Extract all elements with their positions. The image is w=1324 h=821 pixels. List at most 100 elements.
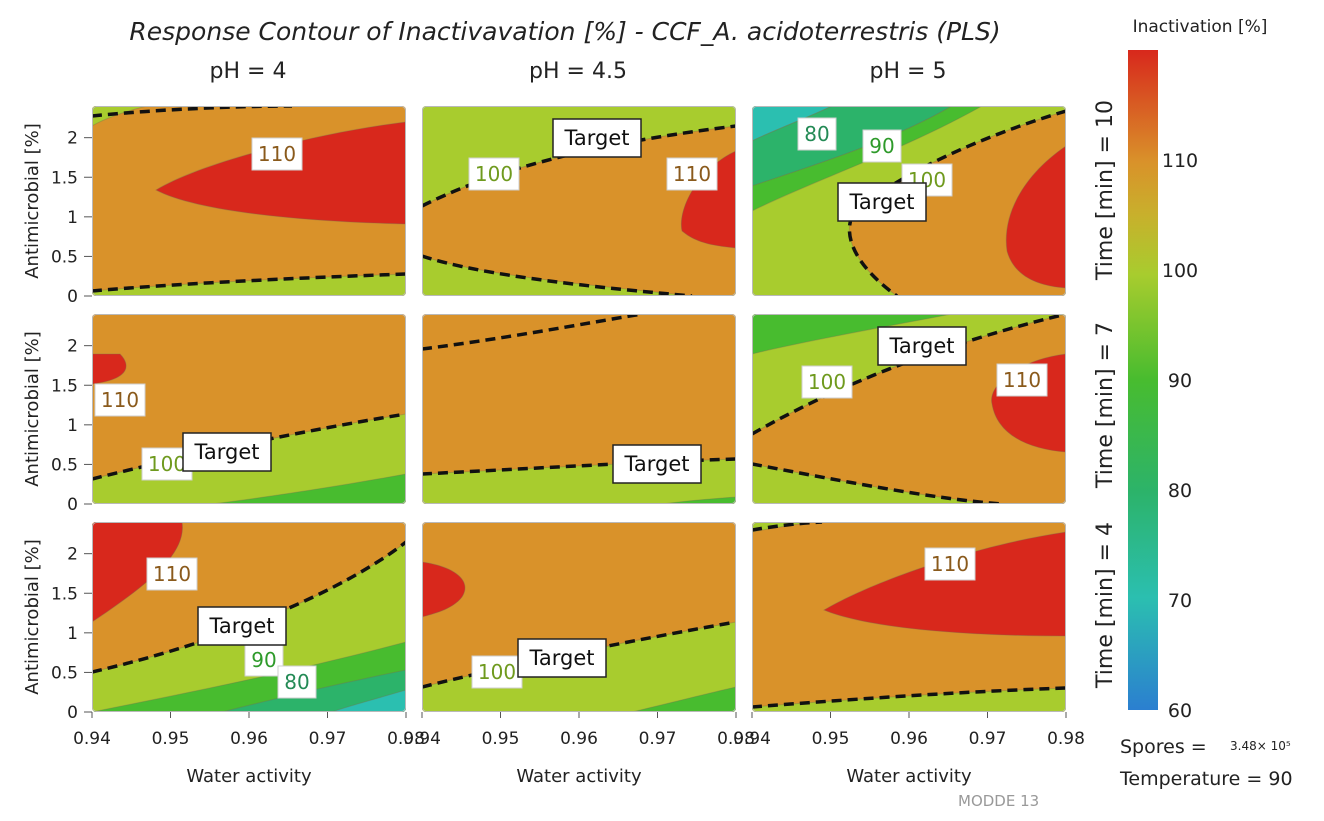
contour-level-label: 80 bbox=[277, 665, 317, 699]
contour-panel-r1-c2: 100 110 Target bbox=[752, 314, 1066, 504]
colorbar-tick-label: 110 bbox=[1162, 150, 1198, 172]
x-tick-label: 0.96 bbox=[560, 729, 598, 749]
colorbar-tick-label: 70 bbox=[1168, 590, 1192, 612]
colorbar-ticks: 60 70 80 90 100 110 bbox=[1162, 150, 1198, 722]
contour-region bbox=[154, 121, 406, 225]
row-title-time10: Time [min] = 10 bbox=[1093, 100, 1118, 281]
x-tick-label: 0.95 bbox=[812, 729, 850, 749]
contour-level-label: 90 bbox=[244, 643, 284, 677]
x-axis-label: Water activity bbox=[186, 766, 312, 787]
colorbar-tick-label: 100 bbox=[1162, 260, 1198, 282]
panel-frame bbox=[92, 522, 406, 712]
svg-text:80: 80 bbox=[284, 670, 309, 694]
svg-text:Target: Target bbox=[624, 452, 690, 476]
svg-text:110: 110 bbox=[101, 388, 139, 412]
y-tick-label: 1 bbox=[67, 624, 78, 644]
contour-region bbox=[422, 561, 466, 618]
contour-region bbox=[752, 314, 953, 355]
colorbar-tick-label: 80 bbox=[1168, 480, 1192, 502]
target-label: Target bbox=[837, 182, 927, 222]
contour-region bbox=[752, 687, 1066, 712]
y-tick-label: 2 bbox=[67, 337, 78, 357]
target-boundary-line bbox=[422, 314, 643, 351]
target-boundary-line bbox=[422, 124, 736, 208]
y-tick-label: 1.5 bbox=[51, 168, 78, 188]
y-tick-label: 0.5 bbox=[51, 247, 78, 267]
svg-text:80: 80 bbox=[804, 122, 829, 146]
svg-text:Target: Target bbox=[194, 440, 260, 464]
svg-text:90: 90 bbox=[251, 648, 276, 672]
y-axis-label: Antimicrobial [%] bbox=[22, 331, 43, 487]
target-boundary-line bbox=[847, 109, 1066, 296]
svg-text:100: 100 bbox=[148, 452, 186, 476]
contour-level-label: 100 bbox=[801, 365, 853, 399]
contour-region bbox=[92, 353, 127, 385]
y-axis-label: Antimicrobial [%] bbox=[22, 123, 43, 279]
column-title-ph45: pH = 4.5 bbox=[529, 59, 627, 84]
colorbar bbox=[1128, 50, 1158, 710]
panel-frame bbox=[92, 314, 406, 504]
temperature-label: Temperature = 90 bbox=[1119, 768, 1293, 790]
panel-frame bbox=[92, 106, 406, 296]
panel-frame bbox=[752, 522, 1066, 712]
x-axis-label: Water activity bbox=[516, 766, 642, 787]
target-boundary-line bbox=[752, 314, 1066, 436]
colorbar-tick-label: 60 bbox=[1168, 700, 1192, 722]
svg-text:110: 110 bbox=[153, 562, 191, 586]
contour-panel-r1-c0: 110 100 Target bbox=[92, 314, 406, 504]
y-tick-label: 1 bbox=[67, 416, 78, 436]
panel-frame bbox=[422, 106, 736, 296]
y-tick-label: 0 bbox=[67, 287, 78, 307]
y-tick-label: 1 bbox=[67, 208, 78, 228]
svg-text:100: 100 bbox=[478, 660, 516, 684]
contour-level-label: 110 bbox=[666, 157, 718, 191]
contour-panel-r0-c0: 110 bbox=[92, 106, 406, 296]
y-tick-label: 0.5 bbox=[51, 663, 78, 683]
contour-level-label: 100 bbox=[471, 655, 523, 689]
target-label: Target bbox=[197, 606, 287, 646]
contour-level-label: 100 bbox=[468, 157, 520, 191]
contour-level-label: 80 bbox=[797, 117, 837, 151]
svg-text:Target: Target bbox=[889, 334, 955, 358]
x-tick-label: 0.94 bbox=[403, 729, 441, 749]
target-label: Target bbox=[612, 444, 702, 484]
x-tick-label: 0.96 bbox=[230, 729, 268, 749]
y-tick-label: 1.5 bbox=[51, 376, 78, 396]
y-tick-label: 2 bbox=[67, 129, 78, 149]
x-tick-label: 0.95 bbox=[482, 729, 520, 749]
column-title-ph4: pH = 4 bbox=[210, 59, 287, 84]
contour-panel-r1-c1: Target bbox=[422, 314, 736, 504]
svg-text:110: 110 bbox=[673, 162, 711, 186]
svg-text:100: 100 bbox=[475, 162, 513, 186]
spores-label: Spores = bbox=[1120, 736, 1207, 758]
panel-frame bbox=[752, 314, 1066, 504]
x-tick-label: 0.98 bbox=[1047, 729, 1085, 749]
y-tick-label: 2 bbox=[67, 545, 78, 565]
spores-value: 3.48× 10⁵ bbox=[1230, 739, 1291, 753]
x-tick-label: 0.97 bbox=[639, 729, 677, 749]
target-boundary-line bbox=[752, 686, 1066, 709]
panel-frame bbox=[422, 522, 736, 712]
panel-frame bbox=[752, 106, 1066, 296]
contour-panel-r0-c1: 100 110 Target bbox=[422, 106, 736, 296]
contour-region bbox=[822, 531, 1066, 637]
target-boundary-line bbox=[752, 462, 1003, 504]
modde-watermark: MODDE 13 bbox=[958, 792, 1039, 810]
contour-level-label: 110 bbox=[146, 557, 198, 591]
svg-text:110: 110 bbox=[1003, 368, 1041, 392]
target-boundary-line bbox=[92, 272, 406, 293]
y-tick-label: 0.5 bbox=[51, 455, 78, 475]
contour-level-label: 110 bbox=[924, 547, 976, 581]
y-tick-label: 0 bbox=[67, 495, 78, 515]
x-tick-label: 0.97 bbox=[309, 729, 347, 749]
x-tick-label: 0.94 bbox=[733, 729, 771, 749]
row-title-time7: Time [min] = 7 bbox=[1093, 322, 1118, 489]
y-axis-label: Antimicrobial [%] bbox=[22, 539, 43, 695]
y-tick-label: 0 bbox=[67, 703, 78, 723]
x-tick-label: 0.97 bbox=[969, 729, 1007, 749]
x-tick-label: 0.95 bbox=[152, 729, 190, 749]
colorbar-title: Inactivation [%] bbox=[1133, 17, 1268, 37]
contour-level-label: 110 bbox=[996, 363, 1048, 397]
